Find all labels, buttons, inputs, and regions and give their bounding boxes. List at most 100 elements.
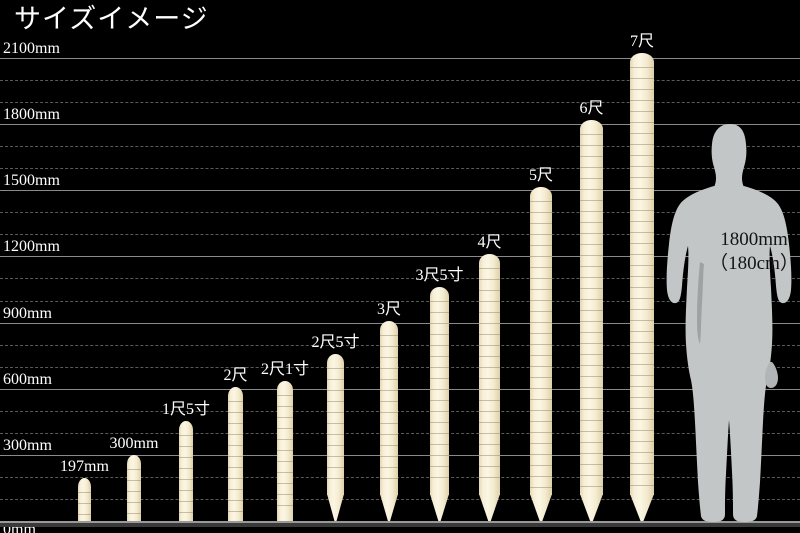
gridline-minor xyxy=(0,234,800,236)
gridline-minor xyxy=(0,168,800,170)
bar-grain-notch xyxy=(580,222,603,224)
bar-grain-notch xyxy=(430,389,449,391)
gridline-major xyxy=(0,58,800,59)
bar xyxy=(479,253,500,521)
bar-grain-notch xyxy=(179,434,193,436)
bar-grain-notch xyxy=(530,255,552,257)
bar-grain-notch xyxy=(430,378,449,380)
bar-grain-notch xyxy=(380,334,398,336)
bar-grain-notch xyxy=(580,178,603,180)
bar-grain-notch xyxy=(479,388,500,390)
bar-grain-notch xyxy=(479,476,500,478)
bar-grain-notch xyxy=(127,479,141,481)
bar-grain-notch xyxy=(580,464,603,466)
bar xyxy=(127,454,141,521)
bar-grain-notch xyxy=(228,478,243,480)
bar-grain-notch xyxy=(580,200,603,202)
bar-grain-notch xyxy=(580,134,603,136)
bar-grain-notch xyxy=(228,401,243,403)
bar-grain-notch xyxy=(479,465,500,467)
bar-grain-notch xyxy=(630,133,654,135)
bar-grain-notch xyxy=(78,513,91,515)
gridline-minor xyxy=(0,300,800,302)
bar-shaft xyxy=(179,420,193,521)
bar-grain-notch xyxy=(630,100,654,102)
bar-grain-notch xyxy=(580,420,603,422)
bar-grain-notch xyxy=(580,453,603,455)
bar-grain-notch xyxy=(430,422,449,424)
bar-pointed-tip xyxy=(327,493,344,521)
bar-grain-notch xyxy=(430,356,449,358)
bar-grain-notch xyxy=(179,489,193,491)
bar-grain-notch xyxy=(327,422,344,424)
bar-grain-notch xyxy=(580,442,603,444)
bar-grain-notch xyxy=(179,511,193,513)
bar-grain-notch xyxy=(580,244,603,246)
bar-grain-notch xyxy=(530,200,552,202)
bar-grain-notch xyxy=(78,491,91,493)
bar-grain-notch xyxy=(580,343,603,345)
bar-grain-notch xyxy=(630,177,654,179)
bar-grain-notch xyxy=(430,455,449,457)
bar-grain-notch xyxy=(530,486,552,488)
bar-grain-notch xyxy=(380,411,398,413)
bar-grain-notch xyxy=(479,333,500,335)
bar-grain-notch xyxy=(580,255,603,257)
bar-grain-notch xyxy=(479,443,500,445)
bar-value-label: 300mm xyxy=(109,434,159,452)
bar-shaft xyxy=(127,454,141,521)
bar-grain-notch xyxy=(630,463,654,465)
bar-grain-notch xyxy=(630,155,654,157)
bar-grain-notch xyxy=(228,500,243,502)
bar-grain-notch xyxy=(327,455,344,457)
bar-shaft xyxy=(630,53,654,495)
bar-grain-notch xyxy=(277,416,293,418)
bar-pointed-tip xyxy=(430,493,449,521)
bar-grain-notch xyxy=(179,456,193,458)
bar-grain-notch xyxy=(430,323,449,325)
gridline-major xyxy=(0,190,800,192)
bar-grain-notch xyxy=(630,67,654,69)
bar xyxy=(430,287,449,521)
bar-grain-notch xyxy=(380,400,398,402)
bar-grain-notch xyxy=(380,477,398,479)
bar-grain-notch xyxy=(630,386,654,388)
bar-grain-notch xyxy=(630,430,654,432)
bar-grain-notch xyxy=(530,211,552,213)
bar xyxy=(530,186,552,521)
bar-grain-notch xyxy=(530,343,552,345)
bar-grain-notch xyxy=(228,456,243,458)
bar-pointed-tip xyxy=(479,493,500,521)
bar-grain-notch xyxy=(530,442,552,444)
bar-grain-notch xyxy=(430,411,449,413)
bar-grain-notch xyxy=(530,332,552,334)
bar-value-label: 6尺 xyxy=(579,100,604,118)
bar-grain-notch xyxy=(580,211,603,213)
bar-grain-notch xyxy=(277,427,293,429)
axis-tick-label: 600mm xyxy=(3,370,52,388)
bar-grain-notch xyxy=(479,355,500,357)
bar-grain-notch xyxy=(277,460,293,462)
bar-grain-notch xyxy=(630,111,654,113)
bar-grain-notch xyxy=(430,312,449,314)
bar-grain-notch xyxy=(380,367,398,369)
gridline-minor xyxy=(0,366,800,368)
bar-grain-notch xyxy=(327,433,344,435)
bar-grain-notch xyxy=(530,266,552,268)
bar-grain-notch xyxy=(580,266,603,268)
bar-grain-notch xyxy=(530,277,552,279)
bar xyxy=(179,420,193,521)
bar-grain-notch xyxy=(228,445,243,447)
bar-shaft xyxy=(530,186,552,495)
bar-grain-notch xyxy=(530,409,552,411)
gridline-minor xyxy=(0,80,800,82)
bar-grain-notch xyxy=(277,504,293,506)
bar-grain-notch xyxy=(580,332,603,334)
bar-grain-notch xyxy=(127,468,141,470)
bar-grain-notch xyxy=(630,441,654,443)
bar-grain-notch xyxy=(630,276,654,278)
page-title: サイズイメージ xyxy=(14,4,209,34)
bar-grain-notch xyxy=(380,378,398,380)
bar-grain-notch xyxy=(380,389,398,391)
bar-shaft xyxy=(430,287,449,495)
